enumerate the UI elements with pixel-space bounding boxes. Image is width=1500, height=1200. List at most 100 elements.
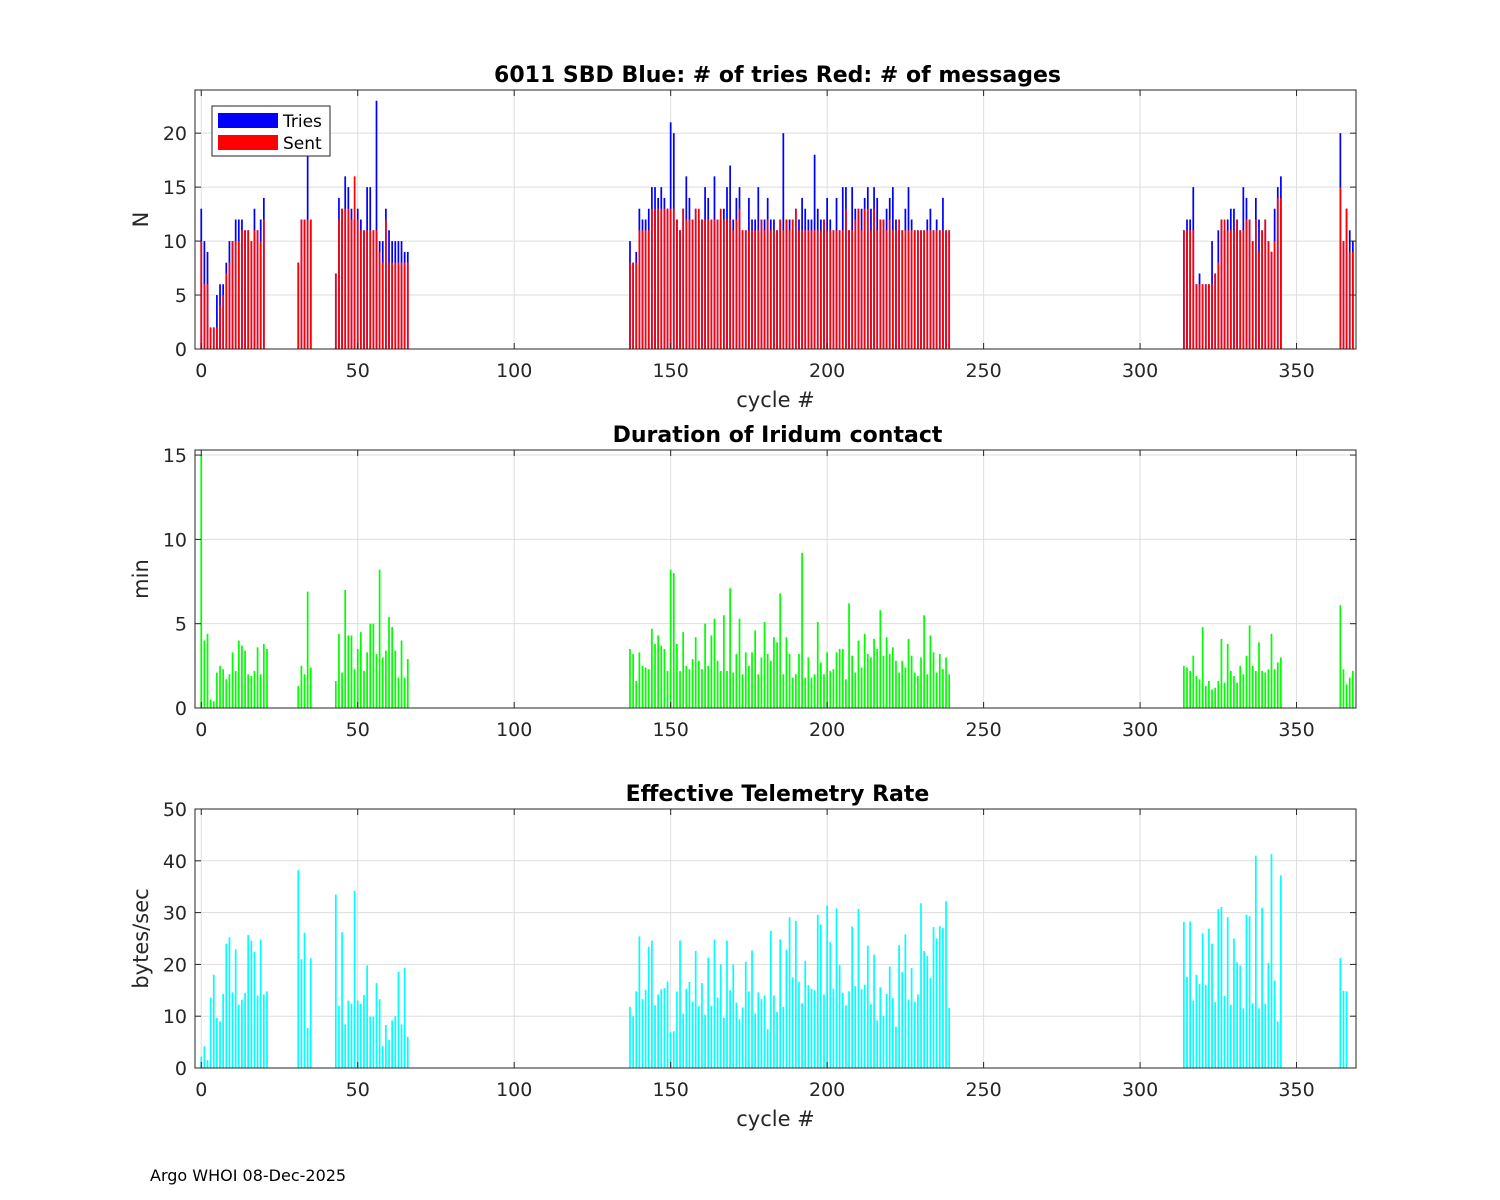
bar-sent — [403, 262, 406, 349]
bar-duration — [866, 654, 869, 708]
bar-rate — [1198, 984, 1201, 1068]
bar-rate — [791, 977, 794, 1068]
bar-sent — [635, 262, 638, 349]
bar-rate — [629, 1006, 631, 1068]
y-tick-label: 0 — [175, 1058, 187, 1080]
bar-duration — [741, 674, 744, 708]
bar-sent — [716, 219, 719, 349]
bar-duration — [347, 635, 350, 708]
bar-rate — [704, 1014, 706, 1068]
bar-sent — [1248, 219, 1251, 349]
bar-duration — [203, 640, 206, 708]
bar-tries — [375, 100, 378, 350]
bar-rate — [1229, 1004, 1232, 1068]
bar-rate — [1261, 907, 1263, 1068]
bar-rate — [823, 994, 825, 1068]
y-tick-label: 5 — [175, 285, 187, 307]
bar-rate — [1339, 958, 1342, 1068]
bar-sent — [769, 230, 772, 349]
y-axis-label: bytes/sec — [129, 888, 153, 988]
bar-duration — [901, 660, 904, 708]
bar-rate — [882, 1016, 885, 1068]
x-tick-label: 0 — [195, 360, 207, 382]
bar-rate — [769, 930, 772, 1068]
bar-rate — [907, 999, 910, 1068]
bar-sent — [794, 208, 797, 349]
bar-rate — [1204, 985, 1207, 1068]
bar-rate — [1267, 962, 1270, 1068]
bar-sent — [237, 241, 240, 349]
bar-rate — [256, 995, 259, 1068]
bar-sent — [766, 219, 769, 349]
bar-duration — [923, 615, 926, 708]
bar-duration — [638, 652, 641, 708]
y-tick-label: 10 — [163, 1006, 187, 1028]
iridium-duration-chart: 0 50 100 150 200 250 300 350 0 5 10 15 Duration of I… — [129, 423, 1357, 741]
bar-sent — [1236, 219, 1238, 349]
bar-rate — [851, 926, 854, 1068]
bar-duration — [344, 589, 347, 708]
bar-duration — [400, 640, 403, 708]
bar-rate — [1201, 933, 1204, 1068]
bar-sent — [1276, 197, 1279, 349]
bar-sent — [644, 230, 647, 349]
bar-sent — [641, 230, 644, 349]
bar-sent — [394, 262, 397, 349]
bar-rate — [1273, 980, 1276, 1068]
bar-rate — [866, 945, 869, 1068]
bar-sent — [1348, 251, 1351, 349]
bar-duration — [406, 659, 409, 708]
bar-duration — [1189, 670, 1192, 708]
bar-duration — [1208, 681, 1210, 708]
bar-rate — [1211, 943, 1213, 1068]
bar-sent — [1267, 241, 1270, 349]
bar-duration — [1201, 627, 1204, 708]
bar-duration — [798, 654, 800, 708]
bar-rate — [400, 1024, 403, 1068]
bar-duration — [691, 659, 694, 708]
bar-duration — [885, 637, 888, 708]
bar-rate — [1245, 914, 1248, 1068]
bar-sent — [760, 219, 763, 349]
bar-duration — [369, 623, 372, 708]
bar-rate — [873, 954, 875, 1068]
bar-rate — [820, 924, 822, 1068]
bar-duration — [237, 640, 240, 708]
bar-duration — [782, 674, 785, 708]
bar-rate — [860, 989, 863, 1068]
bar-duration — [766, 654, 769, 708]
bar-sent — [723, 219, 725, 349]
bar-rate — [1192, 1000, 1195, 1068]
bar-duration — [350, 635, 353, 708]
bar-sent — [901, 230, 904, 349]
x-tick-label: 150 — [653, 1079, 689, 1101]
bar-sent — [895, 230, 897, 349]
bar-rate — [870, 1004, 872, 1068]
bar-sent — [697, 208, 700, 349]
bar-rate — [222, 993, 225, 1068]
bar-sent — [748, 230, 750, 349]
bar-rate — [854, 986, 857, 1068]
bar-rate — [203, 1046, 206, 1068]
bar-rate — [942, 928, 944, 1068]
bar-sent — [701, 219, 703, 349]
bar-duration — [209, 699, 212, 708]
bar-sent — [932, 230, 935, 349]
bar-duration — [1270, 633, 1273, 708]
y-tick-label: 10 — [163, 231, 187, 253]
bar-rate — [691, 1001, 694, 1068]
bar-duration — [776, 642, 778, 708]
bar-sent — [791, 219, 794, 349]
bar-rate — [1248, 916, 1251, 1068]
bar-sent — [845, 208, 847, 349]
bar-sent — [397, 262, 400, 349]
bar-duration — [632, 654, 634, 708]
bar-duration — [873, 638, 875, 708]
bar-sent — [679, 230, 681, 349]
bar-rate — [829, 942, 832, 1068]
bar-sent — [691, 219, 694, 349]
bar-duration — [904, 667, 907, 708]
bar-duration — [788, 654, 791, 708]
bar-rate — [810, 988, 813, 1068]
bar-rate — [804, 960, 807, 1068]
